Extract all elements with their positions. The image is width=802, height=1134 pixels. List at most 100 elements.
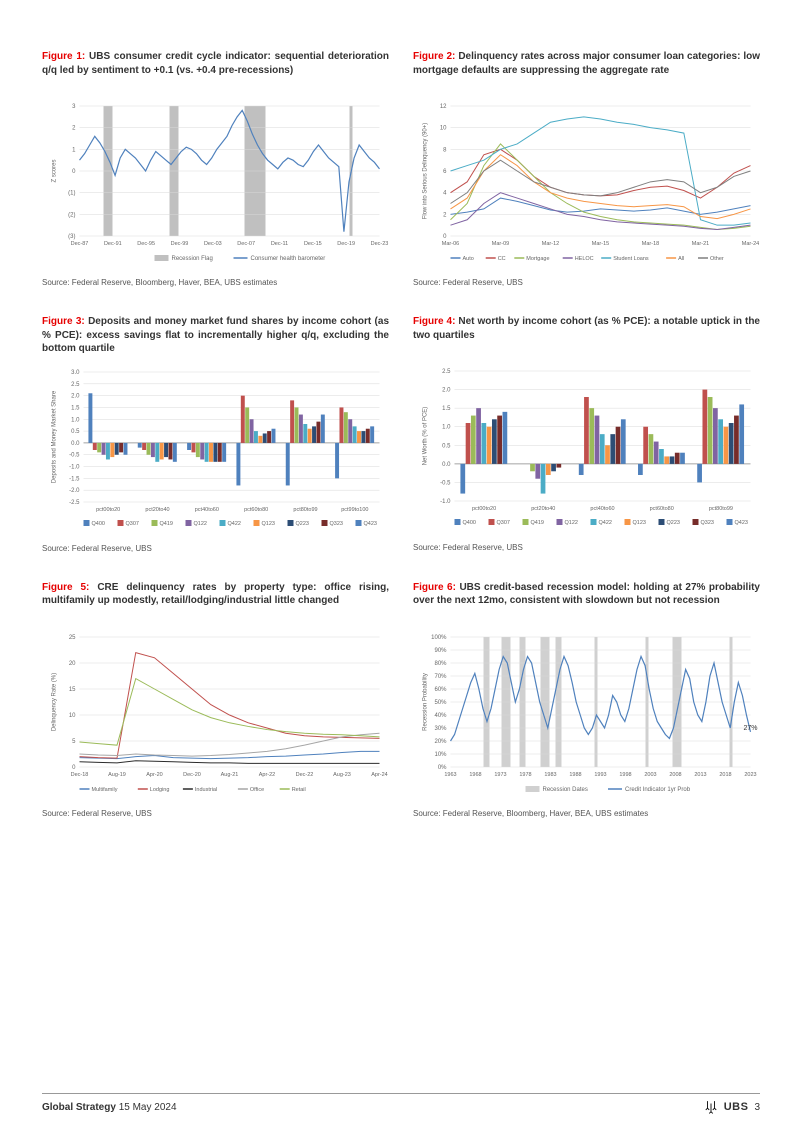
svg-text:60%: 60% bbox=[434, 687, 447, 693]
svg-text:2.5: 2.5 bbox=[442, 369, 451, 375]
figure-6-lead: Figure 6: bbox=[413, 582, 456, 593]
figure-6-title-text: UBS credit-based recession model: holdin… bbox=[413, 582, 760, 607]
svg-text:CC: CC bbox=[498, 256, 506, 262]
svg-text:90%: 90% bbox=[434, 648, 447, 654]
svg-text:1.0: 1.0 bbox=[442, 425, 451, 431]
svg-text:pct00to20: pct00to20 bbox=[472, 506, 496, 512]
svg-text:0.0: 0.0 bbox=[442, 462, 451, 468]
ubs-keys-icon bbox=[704, 1100, 718, 1114]
svg-text:0%: 0% bbox=[438, 765, 447, 771]
svg-text:Dec-91: Dec-91 bbox=[104, 241, 122, 247]
svg-text:Q422: Q422 bbox=[228, 521, 241, 527]
svg-text:Office: Office bbox=[250, 787, 264, 793]
svg-text:pct99to100: pct99to100 bbox=[341, 507, 368, 513]
figure-3-chart: -2.5-2.0-1.5-1.0-0.50.00.51.01.52.02.53.… bbox=[42, 366, 389, 536]
svg-text:Dec-03: Dec-03 bbox=[204, 241, 222, 247]
figure-2-lead: Figure 2: bbox=[413, 51, 455, 62]
figure-3-title-text: Deposits and money market fund shares by… bbox=[42, 316, 389, 354]
svg-text:Recession Probability: Recession Probability bbox=[423, 673, 429, 731]
footer-right: UBS 3 bbox=[704, 1100, 760, 1114]
svg-text:0: 0 bbox=[72, 169, 76, 175]
svg-text:Q307: Q307 bbox=[497, 520, 510, 526]
footer-title: Global Strategy bbox=[42, 1102, 116, 1113]
svg-text:2.0: 2.0 bbox=[442, 388, 451, 394]
svg-text:Aug-19: Aug-19 bbox=[108, 772, 126, 778]
svg-text:Mar-06: Mar-06 bbox=[442, 241, 459, 247]
figure-1-title-text: UBS consumer credit cycle indicator: seq… bbox=[42, 51, 389, 76]
svg-text:(2): (2) bbox=[68, 212, 75, 218]
svg-text:1.0: 1.0 bbox=[71, 417, 80, 423]
figure-5: Figure 5: CRE delinquency rates by prope… bbox=[42, 581, 389, 818]
svg-text:80%: 80% bbox=[434, 661, 447, 667]
figure-3: Figure 3: Deposits and money market fund… bbox=[42, 315, 389, 553]
svg-text:0.5: 0.5 bbox=[442, 443, 451, 449]
figure-2-chart: 024681012Mar-06Mar-09Mar-12Mar-15Mar-18M… bbox=[413, 100, 760, 270]
svg-text:15: 15 bbox=[69, 687, 76, 693]
svg-text:5: 5 bbox=[72, 739, 76, 745]
svg-text:Dec-07: Dec-07 bbox=[237, 241, 255, 247]
svg-text:Student Loans: Student Loans bbox=[613, 256, 649, 262]
svg-text:1968: 1968 bbox=[469, 772, 481, 778]
svg-text:0: 0 bbox=[443, 234, 447, 240]
svg-text:Dec-87: Dec-87 bbox=[71, 241, 89, 247]
svg-text:30%: 30% bbox=[434, 726, 447, 732]
figure-1-title: Figure 1: UBS consumer credit cycle indi… bbox=[42, 50, 389, 90]
footer-brand: UBS bbox=[724, 1101, 749, 1113]
svg-text:-2.5: -2.5 bbox=[69, 500, 80, 506]
figure-4-lead: Figure 4: bbox=[413, 316, 455, 327]
svg-text:Dec-15: Dec-15 bbox=[304, 241, 322, 247]
figure-2-title: Figure 2: Delinquency rates across major… bbox=[413, 50, 760, 90]
svg-text:20%: 20% bbox=[434, 739, 447, 745]
svg-text:Net Worth (% of PCE): Net Worth (% of PCE) bbox=[423, 407, 429, 466]
svg-text:pct60to80: pct60to80 bbox=[244, 507, 268, 513]
svg-text:Q419: Q419 bbox=[160, 521, 173, 527]
svg-text:2.0: 2.0 bbox=[71, 393, 80, 399]
svg-text:Dec-99: Dec-99 bbox=[171, 241, 189, 247]
svg-text:Deposits and Money Market Shar: Deposits and Money Market Share bbox=[52, 390, 58, 483]
svg-text:Mar-24: Mar-24 bbox=[742, 241, 759, 247]
svg-text:Dec-19: Dec-19 bbox=[337, 241, 355, 247]
svg-text:1988: 1988 bbox=[569, 772, 581, 778]
svg-text:Mortgage: Mortgage bbox=[526, 256, 549, 262]
svg-text:12: 12 bbox=[440, 104, 447, 110]
svg-text:Delinquency Rate (%): Delinquency Rate (%) bbox=[52, 672, 58, 730]
svg-text:2: 2 bbox=[443, 212, 447, 218]
svg-text:20: 20 bbox=[69, 661, 76, 667]
svg-text:Apr-22: Apr-22 bbox=[259, 772, 276, 778]
svg-text:2008: 2008 bbox=[669, 772, 681, 778]
svg-text:Q323: Q323 bbox=[701, 520, 714, 526]
svg-text:Dec-95: Dec-95 bbox=[137, 241, 155, 247]
svg-text:Q323: Q323 bbox=[330, 521, 343, 527]
svg-text:Aug-23: Aug-23 bbox=[333, 772, 351, 778]
svg-text:1998: 1998 bbox=[619, 772, 631, 778]
svg-text:Q123: Q123 bbox=[633, 520, 646, 526]
svg-text:8: 8 bbox=[443, 147, 447, 153]
svg-text:Apr-24: Apr-24 bbox=[371, 772, 388, 778]
svg-text:(1): (1) bbox=[68, 191, 75, 197]
svg-text:Dec-22: Dec-22 bbox=[296, 772, 314, 778]
figure-2-source: Source: Federal Reserve, UBS bbox=[413, 278, 760, 287]
svg-text:40%: 40% bbox=[434, 713, 447, 719]
svg-text:2023: 2023 bbox=[744, 772, 756, 778]
svg-text:Mar-21: Mar-21 bbox=[692, 241, 709, 247]
page-footer: Global Strategy 15 May 2024 UBS 3 bbox=[42, 1093, 760, 1114]
svg-text:-1.0: -1.0 bbox=[69, 464, 80, 470]
figure-4-title: Figure 4: Net worth by income cohort (as… bbox=[413, 315, 760, 355]
figure-1-chart: (3)(2)(1)0123Dec-87Dec-91Dec-95Dec-99Dec… bbox=[42, 100, 389, 270]
svg-text:1: 1 bbox=[72, 147, 76, 153]
svg-text:Flow into Serious Delinquency: Flow into Serious Delinquency (90+) bbox=[423, 123, 429, 220]
svg-text:Q400: Q400 bbox=[92, 521, 105, 527]
svg-text:2: 2 bbox=[72, 126, 76, 132]
svg-text:10: 10 bbox=[440, 126, 447, 132]
svg-text:Aug-21: Aug-21 bbox=[221, 772, 239, 778]
svg-text:pct40to60: pct40to60 bbox=[590, 506, 614, 512]
svg-text:50%: 50% bbox=[434, 700, 447, 706]
svg-text:-0.5: -0.5 bbox=[440, 480, 451, 486]
svg-text:2018: 2018 bbox=[719, 772, 731, 778]
figure-4: Figure 4: Net worth by income cohort (as… bbox=[413, 315, 760, 553]
svg-text:Q122: Q122 bbox=[194, 521, 207, 527]
svg-text:Multifamily: Multifamily bbox=[92, 787, 118, 793]
svg-text:Industrial: Industrial bbox=[195, 787, 217, 793]
svg-text:pct20to40: pct20to40 bbox=[145, 507, 169, 513]
svg-text:100%: 100% bbox=[431, 635, 447, 641]
